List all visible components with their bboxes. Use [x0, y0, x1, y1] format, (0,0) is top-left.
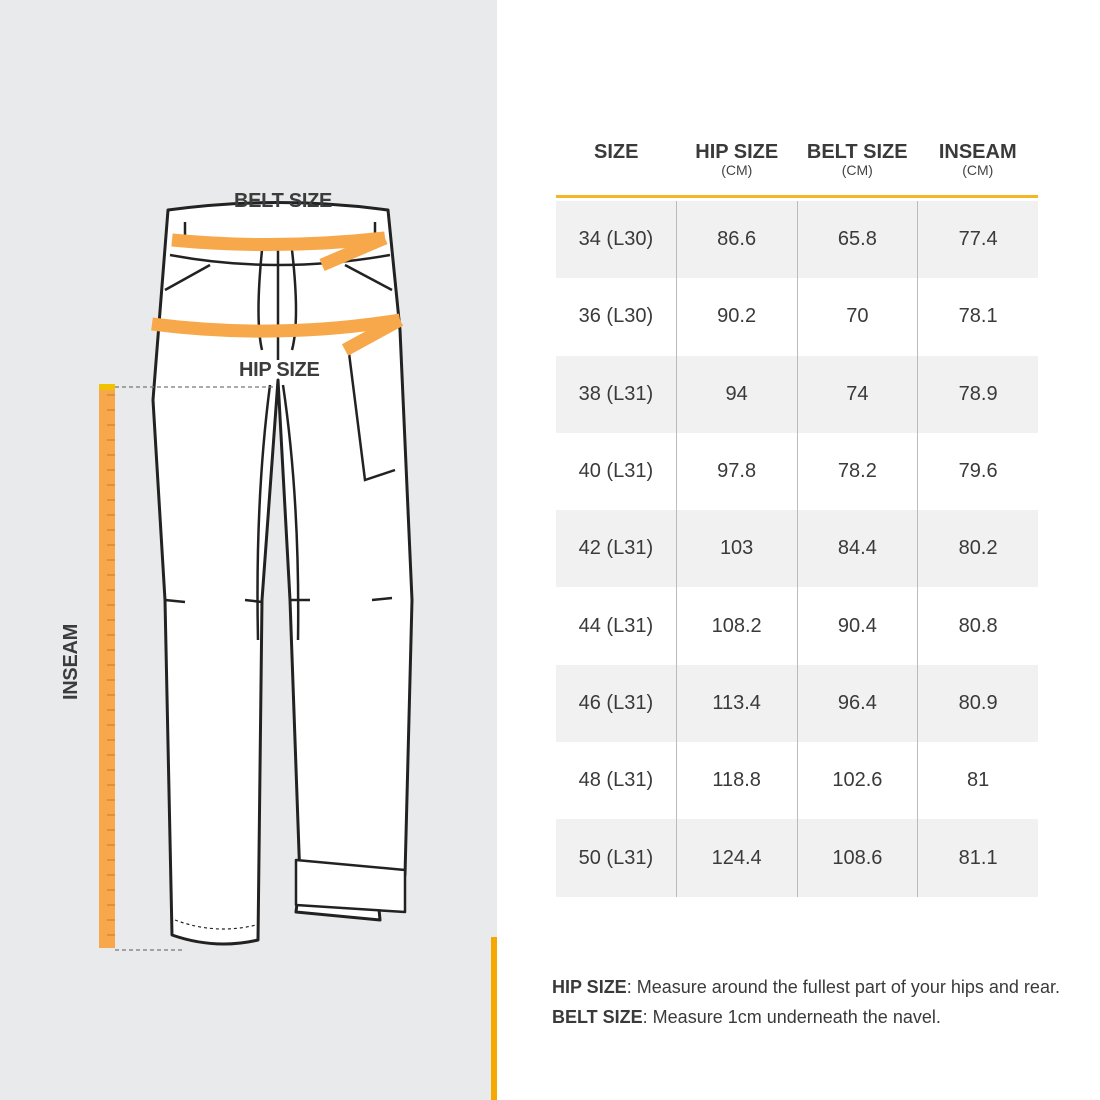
cell-inseam: 80.8: [917, 587, 1038, 665]
cell-hip-size: 103: [675, 510, 797, 588]
cell-belt-size: 96.4: [796, 664, 918, 743]
table-row: 36 (L30) 90.2 70 78.1: [556, 278, 1038, 356]
note-term: HIP SIZE: [552, 977, 627, 997]
pants-illustration: [99, 201, 414, 951]
cell-hip-size: 113.4: [675, 664, 797, 743]
header-label: SIZE: [594, 141, 639, 163]
cell-hip-size: 97.8: [675, 432, 797, 511]
cell-size: 46 (L31): [578, 691, 654, 714]
cell-size: 34 (L30): [578, 228, 654, 251]
header-label: BELT SIZE: [806, 141, 908, 163]
note-term: BELT SIZE: [552, 1007, 643, 1027]
inseam-tape: [99, 388, 115, 948]
note-hip: HIP SIZE: Measure around the fullest par…: [552, 972, 1060, 1002]
cell-size: 44 (L31): [578, 614, 654, 637]
belt-size-label: BELT SIZE: [234, 190, 333, 212]
cell-inseam: 80.2: [917, 510, 1038, 588]
cell-belt-size: 70: [796, 278, 918, 356]
cell-hip-size: 94: [675, 355, 797, 433]
cell-inseam: 78.1: [917, 278, 1038, 356]
header-size: SIZE: [556, 135, 677, 195]
header-divider: [556, 195, 1038, 198]
table-row: 46 (L31) 113.4 96.4 80.9: [556, 664, 1038, 743]
cell-inseam: 77.4: [917, 201, 1038, 279]
cell-hip-size: 108.2: [675, 587, 797, 665]
note-text: : Measure around the fullest part of you…: [626, 977, 1060, 997]
cell-size: 38 (L31): [578, 382, 654, 405]
header-label: INSEAM: [938, 141, 1017, 163]
cell-hip-size: 124.4: [675, 819, 797, 897]
header-inseam: INSEAM (CM): [918, 135, 1039, 195]
header-belt-size: BELT SIZE (CM): [797, 135, 918, 195]
table-row: 42 (L31) 103 84.4 80.2: [556, 510, 1038, 588]
cell-belt-size: 90.4: [796, 587, 918, 665]
cell-belt-size: 108.6: [796, 819, 918, 897]
cell-belt-size: 74: [796, 355, 918, 433]
table-row: 38 (L31) 94 74 78.9: [556, 355, 1038, 433]
measurement-notes: HIP SIZE: Measure around the fullest par…: [552, 972, 1060, 1032]
cell-size: 42 (L31): [578, 537, 654, 560]
cell-inseam: 81: [917, 742, 1038, 820]
cell-belt-size: 78.2: [796, 432, 918, 511]
accent-bar: [491, 937, 497, 1100]
table-row: 44 (L31) 108.2 90.4 80.8: [556, 587, 1038, 665]
header-label: HIP SIZE: [695, 141, 779, 163]
cell-belt-size: 65.8: [796, 201, 918, 279]
header-unit: (CM): [841, 162, 873, 178]
cell-belt-size: 84.4: [796, 510, 918, 588]
note-belt: BELT SIZE: Measure 1cm underneath the na…: [552, 1002, 1060, 1032]
header-unit: (CM): [721, 162, 753, 178]
table-row: 50 (L31) 124.4 108.6 81.1: [556, 819, 1038, 897]
cell-hip-size: 90.2: [675, 278, 797, 356]
cell-belt-size: 102.6: [796, 742, 918, 820]
cell-hip-size: 86.6: [675, 201, 797, 279]
table-row: 48 (L31) 118.8 102.6 81: [556, 742, 1038, 820]
cell-inseam: 78.9: [917, 355, 1038, 433]
cell-size: 40 (L31): [578, 460, 654, 483]
cell-inseam: 81.1: [917, 819, 1038, 897]
cell-inseam: 79.6: [917, 432, 1038, 511]
header-unit: (CM): [962, 162, 994, 178]
size-table: SIZE HIP SIZE (CM) BELT SIZE (CM) INSEAM (C…: [556, 135, 1038, 897]
header-hip-size: HIP SIZE (CM): [677, 135, 798, 195]
cell-size: 50 (L31): [578, 846, 654, 869]
hip-size-label: HIP SIZE: [239, 359, 320, 381]
note-text: : Measure 1cm underneath the navel.: [642, 1007, 941, 1027]
cell-size: 48 (L31): [578, 769, 654, 792]
table-header: SIZE HIP SIZE (CM) BELT SIZE (CM) INSEAM (C…: [556, 135, 1038, 195]
inseam-label: INSEAM: [60, 624, 82, 700]
table-row: 40 (L31) 97.8 78.2 79.6: [556, 432, 1038, 511]
cell-hip-size: 118.8: [675, 742, 797, 820]
cell-size: 36 (L30): [578, 305, 654, 328]
table-row: 34 (L30) 86.6 65.8 77.4: [556, 201, 1038, 279]
cell-inseam: 80.9: [917, 664, 1038, 743]
